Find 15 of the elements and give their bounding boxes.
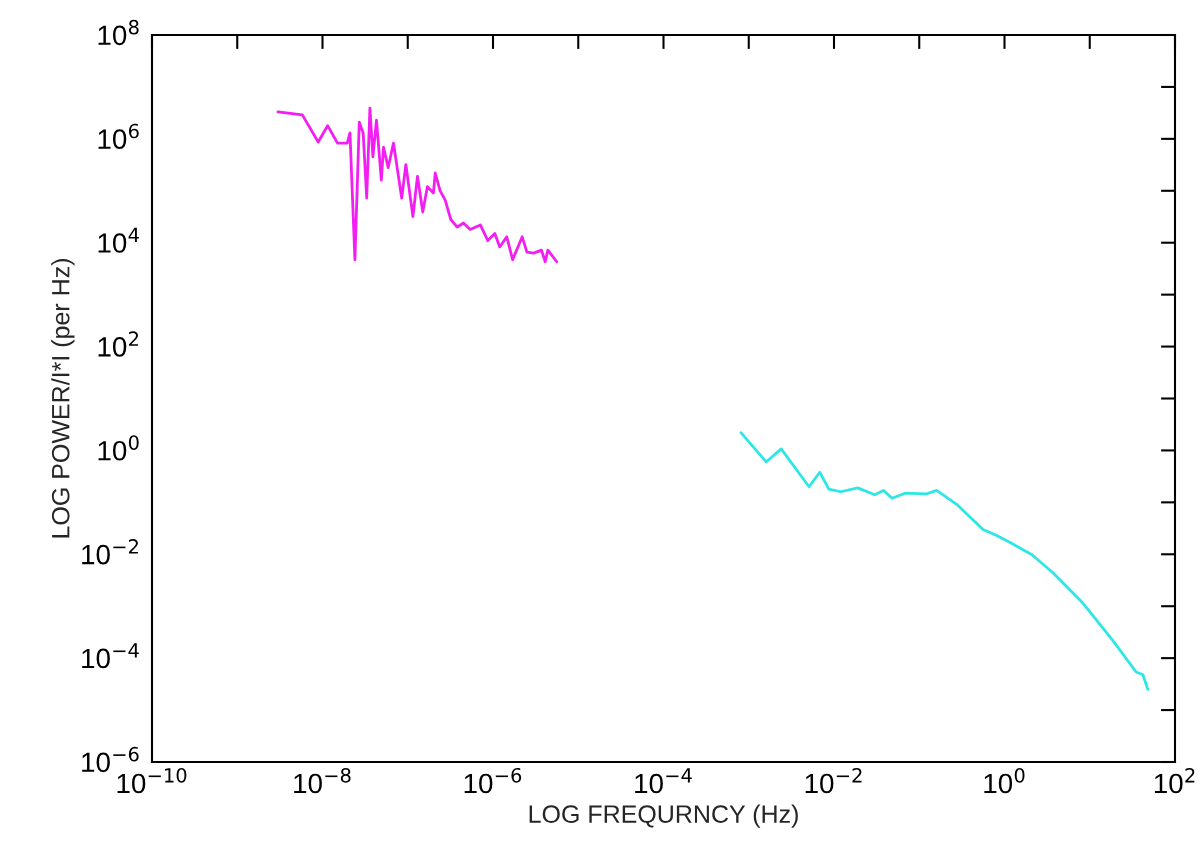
- y-axis-title: LOG POWER/I*I (per Hz): [51, 259, 75, 538]
- y-tick-label: 10$^{4}$: [98, 227, 139, 253]
- y-tick-label: 10$^{6}$: [98, 123, 139, 149]
- x-tick-label: 10$^{−8}$: [294, 767, 351, 794]
- x-axis-title: LOG FREQURNCY (Hz): [529, 804, 798, 828]
- x-tick-label: 10$^{2}$: [1154, 767, 1195, 794]
- x-tick-label: 10$^{−6}$: [464, 767, 522, 794]
- y-tick-label: 10$^{8}$: [98, 19, 139, 46]
- y-tick-label: 10$^{−2}$: [82, 539, 138, 565]
- y-tick-label: 10$^{0}$: [98, 435, 139, 461]
- y-tick-label: 10$^{−4}$: [82, 643, 139, 669]
- y-tick-label: 10$^{2}$: [98, 331, 139, 357]
- x-tick-label: 10$^{−4}$: [635, 768, 692, 794]
- x-tick-label: 10$^{−2}$: [805, 767, 862, 794]
- x-tick-label: 10$^{0}$: [984, 767, 1025, 794]
